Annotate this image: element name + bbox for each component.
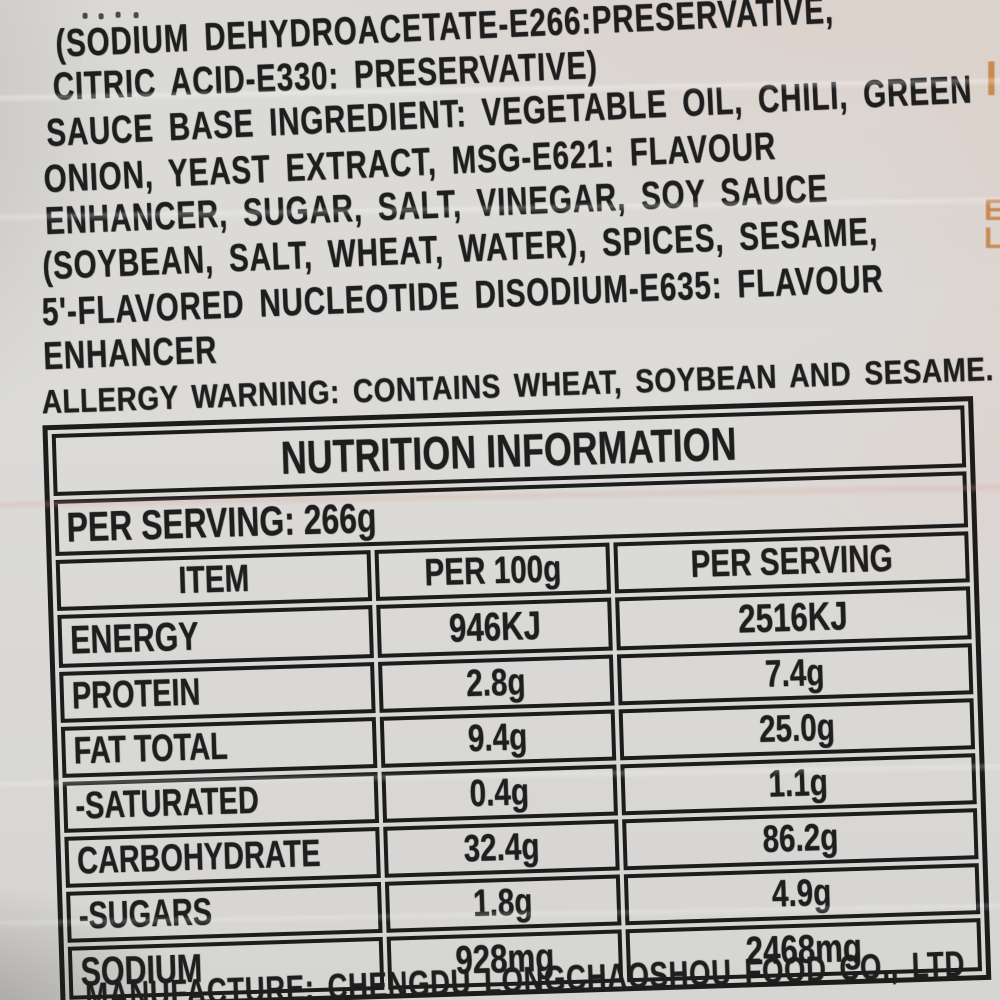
nutrient-name: CARBOHYDRATE	[76, 832, 322, 883]
nutrient-per-serving: 2516KJ	[738, 594, 849, 642]
nutrient-per-serving: 25.0g	[758, 706, 836, 751]
ingredients-line-text: ENHANCER	[42, 328, 219, 379]
nutrient-per100g: 1.8g	[472, 881, 534, 926]
nutrient-per100g: 32.4g	[462, 825, 540, 871]
nutrient-per100g: 9.4g	[467, 716, 529, 761]
nutrient-name: ENERGY	[69, 614, 200, 663]
cut-off-orange-text: E	[984, 194, 1000, 227]
nutrient-name: -SATURATED	[74, 779, 260, 828]
nutrient-per-serving: 86.2g	[761, 816, 839, 861]
ingredients-line: ENHANCER	[42, 326, 273, 379]
cut-off-orange-text: L	[984, 222, 1000, 255]
column-header-item: ITEM	[177, 557, 250, 603]
nutrient-per100g: 0.4g	[469, 771, 531, 816]
nutrient-per-serving: 7.4g	[764, 651, 826, 696]
nutrient-name: -SUGARS	[78, 891, 213, 938]
cut-off-text-fragment	[82, 12, 88, 19]
nutrient-per-serving: 4.9g	[771, 871, 833, 916]
nutrient-per-serving: 1.1g	[768, 761, 829, 806]
cut-off-orange-text: le	[985, 53, 1000, 105]
column-header-per-serving: PER SERVING	[689, 537, 894, 587]
serving-size-text: PER SERVING: 266g	[65, 493, 378, 551]
nutrient-name: PROTEIN	[71, 671, 201, 718]
nutrient-per100g: 946KJ	[447, 603, 542, 651]
table-title: NUTRITION INFORMATION	[280, 417, 738, 484]
column-header-per100g: PER 100g	[423, 548, 562, 595]
nutrient-name: FAT TOTAL	[73, 725, 229, 773]
nutrient-per100g: 2.8g	[465, 661, 527, 706]
nutrition-table: NUTRITION INFORMATION PER SERVING: 266g …	[42, 396, 992, 1000]
